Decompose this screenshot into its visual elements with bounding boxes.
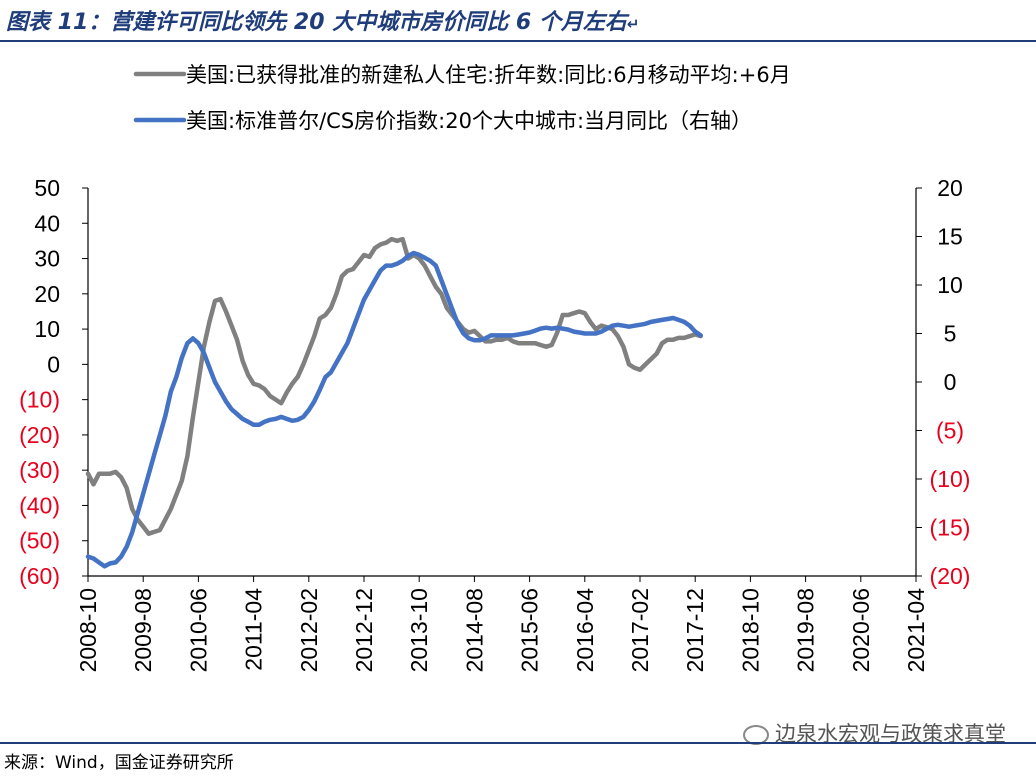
x-tick-label: 2012-12 <box>351 588 377 672</box>
y-right-tick-label: 20 <box>937 175 963 201</box>
x-tick-label: 2011-04 <box>241 588 267 671</box>
y-left-tick-label: (50) <box>19 528 60 554</box>
y-right-tick-label: (20) <box>930 563 971 589</box>
source-text: 来源：Wind，国金证券研究所 <box>4 753 234 773</box>
legend-label-0: 美国:已获得批准的新建私人住宅:折年数:同比:6月移动平均:+6月 <box>186 63 791 87</box>
y-left-tick-label: (40) <box>19 492 60 518</box>
y-right-tick-label: (15) <box>930 515 971 541</box>
x-tick-label: 2021-04 <box>903 588 929 673</box>
chart-title: 图表 11：营建许可同比领先 20 大中城市房价同比 6 个月左右↵ <box>6 10 640 35</box>
footer-divider <box>0 742 1036 744</box>
y-right-tick-label: 5 <box>944 321 957 347</box>
y-left-tick-label: (20) <box>19 422 60 448</box>
x-tick-label: 2012-02 <box>296 588 322 672</box>
y-left-tick-label: 10 <box>34 316 60 342</box>
source-note: 来源：Wind，国金证券研究所 <box>4 748 234 773</box>
y-left-tick-label: 0 <box>47 351 60 377</box>
legend-label-1: 美国:标准普尔/CS房价指数:20个大中城市:当月同比（右轴） <box>186 109 752 133</box>
x-tick-label: 2009-08 <box>130 588 156 672</box>
x-tick-label: 2017-12 <box>682 588 708 672</box>
series-line-1 <box>85 250 703 569</box>
line-chart: 美国:已获得批准的新建私人住宅:折年数:同比:6月移动平均:+6月美国:标准普尔… <box>19 63 971 673</box>
x-tick-label: 2015-06 <box>517 588 543 672</box>
y-right-tick-label: (5) <box>936 418 964 444</box>
x-tick-label: 2008-10 <box>75 588 101 672</box>
x-tick-label: 2010-06 <box>185 588 211 672</box>
x-tick-label: 2018-10 <box>737 588 763 672</box>
x-tick-label: 2013-10 <box>406 588 432 672</box>
y-left-tick-label: 20 <box>34 281 60 307</box>
y-left-tick-label: (60) <box>19 563 60 589</box>
series-line-0 <box>85 236 703 536</box>
y-left-tick-label: 50 <box>34 175 60 201</box>
x-tick-label: 2014-08 <box>461 588 487 672</box>
x-tick-label: 2019-08 <box>793 588 819 672</box>
y-left-tick-label: 40 <box>34 210 60 236</box>
paragraph-mark-icon: ↵ <box>626 15 640 33</box>
y-left-tick-label: 30 <box>34 246 60 272</box>
x-tick-label: 2016-04 <box>572 588 598 673</box>
y-right-tick-label: (10) <box>930 466 971 492</box>
x-tick-label: 2020-06 <box>848 588 874 672</box>
wechat-icon <box>743 725 769 745</box>
y-left-tick-label: (10) <box>19 387 60 413</box>
title-divider <box>0 40 1036 42</box>
x-tick-label: 2017-02 <box>627 588 653 672</box>
y-right-tick-label: 15 <box>937 224 963 250</box>
y-left-tick-label: (30) <box>19 457 60 483</box>
y-right-tick-label: 10 <box>937 272 963 298</box>
y-right-tick-label: 0 <box>944 369 957 395</box>
